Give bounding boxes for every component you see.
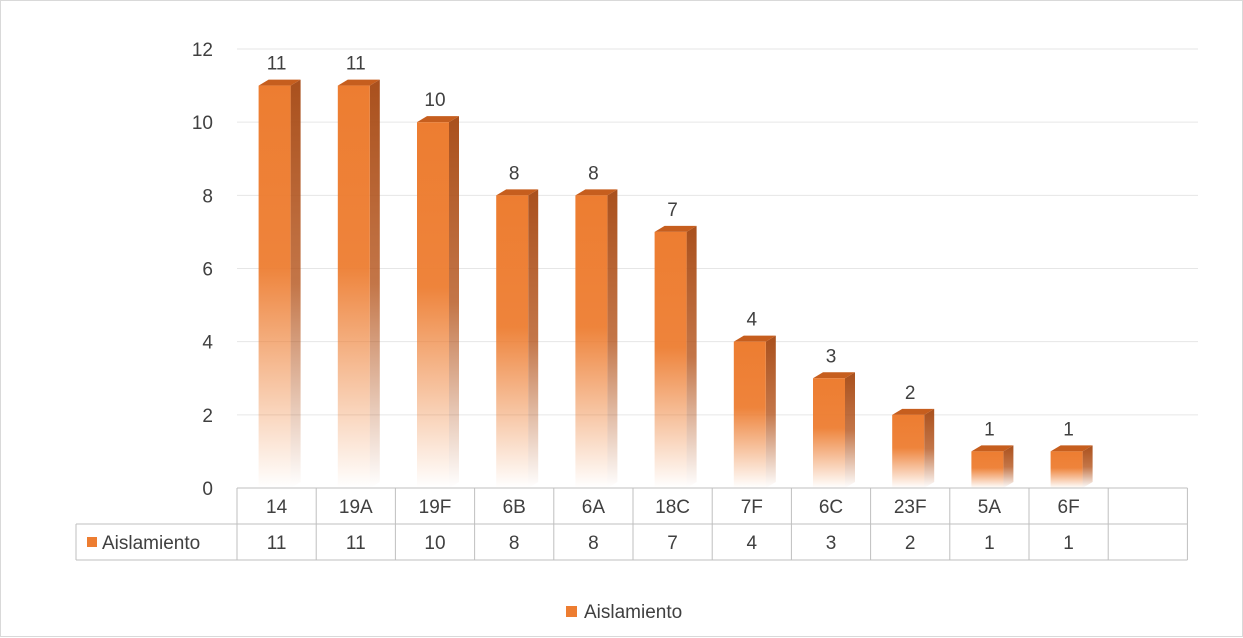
y-tick-label: 10 [192,113,213,134]
data-table: 14 11 19A 11 19F 10 6B 8 6A 8 18C 7 7F 4 6C 3 23F 2 5A 1 6F 1… [75,487,1188,561]
y-axis-ticks: 0 2 4 6 8 10 12 [192,40,214,500]
bar-front [892,414,925,488]
bar-18C [654,225,697,488]
data-label: 1 [984,419,995,440]
legend-label: Aislamiento [584,602,682,623]
table-value: 1 [984,533,995,554]
data-label: 2 [905,383,916,404]
data-label: 11 [346,54,366,75]
data-label: 7 [667,200,678,221]
bar-front [733,341,766,488]
table-value: 1 [1063,533,1074,554]
bar-6A [575,189,618,489]
data-label: 1 [1063,419,1074,440]
bar-top [417,116,459,123]
bar-top [892,408,935,415]
bar-side [1003,445,1014,488]
y-tick-label: 4 [202,333,213,354]
category-label: 6C [819,497,843,518]
y-tick-label: 0 [202,479,213,500]
data-label: 4 [747,310,758,331]
bar-front [258,85,291,488]
bar-top [575,189,618,196]
bar-top [654,225,697,232]
y-tick-label: 12 [192,40,213,61]
category-label: 6B [503,497,526,518]
bar-top [733,335,776,342]
bar-front [971,451,1004,488]
bar-7F [733,335,776,488]
y-tick-label: 6 [202,260,213,281]
legend: Aislamiento [566,602,682,623]
table-value: 2 [905,533,916,554]
bar-front [337,85,370,488]
data-label: 3 [826,346,837,367]
bar-top [1050,445,1093,452]
table-value: 8 [588,533,599,554]
table-value: 8 [509,533,520,554]
bar-19A [337,79,380,488]
table-value: 3 [826,533,837,554]
data-label: 8 [509,163,520,184]
table-value: 7 [667,533,678,554]
bars [258,79,1093,489]
table-value: 4 [747,533,758,554]
category-label: 7F [741,497,763,518]
y-tick-label: 8 [202,186,213,207]
gridlines [237,48,1198,416]
category-label: 14 [266,497,288,518]
bar-front [417,122,449,489]
bar-side [528,189,539,489]
legend-swatch [566,606,577,617]
bar-6B [496,189,539,489]
bar-top [258,79,301,86]
data-label: 8 [588,163,599,184]
table-value: 11 [267,533,287,554]
bar-front [575,195,608,489]
bar-side [1082,445,1093,488]
bar-side [290,79,301,488]
bar-top [496,189,539,196]
data-label: 11 [267,54,287,75]
bar-6C [813,372,855,488]
bar-front [654,231,687,488]
category-label: 23F [894,497,927,518]
bar-side [449,116,459,489]
bar-5A [971,445,1014,488]
category-label: 6A [582,497,606,518]
bar-top [813,372,855,379]
bar-side [765,335,776,488]
bar-side [845,372,855,488]
category-label: 19A [339,497,373,518]
category-label: 19F [419,497,452,518]
category-label: 6F [1058,497,1080,518]
y-tick-label: 2 [202,406,213,427]
bar-side [924,408,935,488]
bar-top [971,445,1014,452]
bar-23F [892,408,935,488]
bar-front [813,378,845,488]
data-label: 10 [424,90,445,111]
table-series-swatch [87,537,97,547]
bar-side [607,189,618,489]
table-value: 10 [424,533,445,554]
bar-side [686,225,697,488]
bar-19F [417,116,459,489]
category-label: 5A [978,497,1002,518]
table-series-name: Aislamiento [102,533,200,554]
bar-front [1050,451,1083,488]
bar-top [337,79,380,86]
bar-6F [1050,445,1093,488]
bar-14 [258,79,301,488]
category-label: 18C [655,497,690,518]
bar-side [369,79,380,488]
table-value: 11 [346,533,366,554]
bar-front [496,195,529,489]
